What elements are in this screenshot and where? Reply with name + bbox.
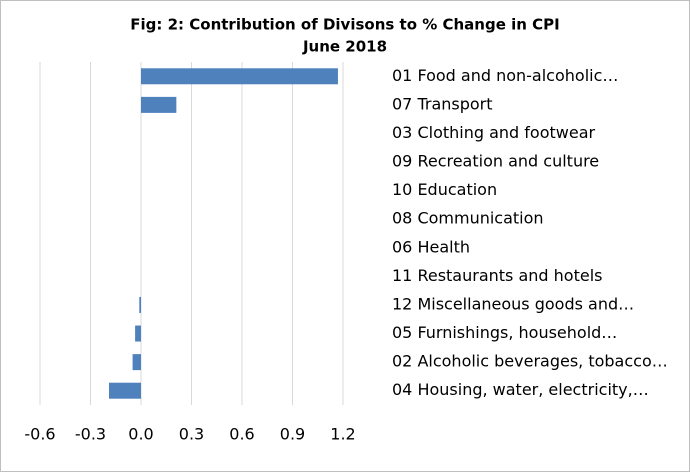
category-label: 11 Restaurants and hotels: [392, 266, 602, 285]
bar: [139, 296, 141, 313]
category-label: 12 Miscellaneous goods and…: [392, 294, 634, 313]
chart-subtitle: June 2018: [302, 38, 387, 56]
chart-title: Fig: 2: Contribution of Divisons to % Ch…: [130, 16, 559, 34]
category-label: 05 Furnishings, household…: [392, 323, 617, 342]
x-tick-label: 1.2: [330, 425, 355, 444]
x-tick-label: -0.3: [75, 425, 106, 444]
category-label: 08 Communication: [392, 209, 544, 228]
category-label: 10 Education: [392, 180, 497, 199]
bar: [135, 325, 141, 342]
category-label: 02 Alcoholic beverages, tobacco…: [392, 352, 668, 371]
x-tick-label: 0.9: [280, 425, 305, 444]
bar: [132, 354, 141, 371]
category-label: 09 Recreation and culture: [392, 152, 599, 171]
bar: [141, 68, 338, 85]
category-label: 03 Clothing and footwear: [392, 123, 596, 142]
category-label: 07 Transport: [392, 94, 493, 113]
category-label: 01 Food and non-alcoholic…: [392, 66, 618, 85]
x-tick-label: 0.6: [229, 425, 254, 444]
x-tick-label: 0.0: [128, 425, 153, 444]
x-tick-label: -0.6: [24, 425, 55, 444]
x-tick-label: 0.3: [179, 425, 204, 444]
bar: [109, 382, 141, 399]
category-label: 06 Health: [392, 237, 470, 256]
bar: [141, 96, 177, 113]
category-label: 04 Housing, water, electricity,…: [392, 380, 649, 399]
